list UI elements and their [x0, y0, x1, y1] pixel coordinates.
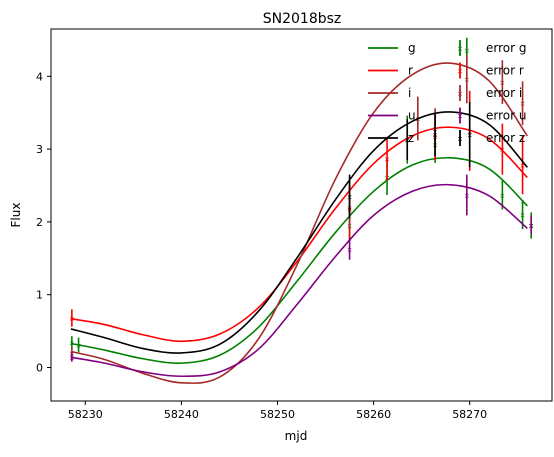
y-axis-label: Flux — [9, 203, 23, 228]
legend-error-label-z: error z — [486, 131, 525, 145]
data-point-u: × — [347, 246, 353, 254]
data-point-g: × — [499, 192, 505, 200]
data-point-u: × — [69, 354, 75, 362]
x-axis-label: mjd — [285, 429, 308, 443]
data-point-r: × — [384, 156, 390, 164]
legend-marker-i: × — [457, 90, 463, 98]
data-point-z: × — [432, 132, 438, 140]
legend-error-label-u: error u — [486, 109, 526, 123]
chart-title: SN2018bsz — [263, 11, 342, 27]
plot-frame — [50, 28, 553, 402]
data-point-i: × — [499, 79, 505, 87]
data-point-r: × — [499, 146, 505, 154]
legend-error-label-r: error r — [486, 64, 524, 78]
series-line-r — [70, 126, 528, 343]
legend-marker-g: × — [457, 45, 463, 53]
legend-label-r: r — [408, 64, 413, 78]
x-tick-label: 58230 — [68, 408, 103, 421]
data-point-r: × — [69, 315, 75, 323]
data-point-g: × — [464, 47, 470, 55]
data-point-z: × — [404, 137, 410, 145]
legend: g × error gr × error ri × error iu × error uz × er… — [368, 40, 526, 146]
legend-label-i: i — [408, 86, 411, 100]
data-point-g: × — [69, 340, 75, 348]
legend-error-label-g: error g — [486, 41, 526, 55]
data-point-i: × — [464, 76, 470, 84]
legend-label-g: g — [408, 41, 416, 55]
series-z: ××× × — [70, 101, 528, 354]
data-point-r: × — [520, 162, 526, 170]
series-line-z — [70, 111, 528, 354]
y-tick-label: 4 — [36, 70, 43, 83]
data-point-u: × — [528, 222, 534, 230]
legend-marker-r: × — [457, 68, 463, 76]
series-line-g — [70, 156, 528, 365]
series-line-i — [70, 62, 529, 384]
data-point-u: × — [464, 192, 470, 200]
series-u: ×××× — [69, 174, 534, 378]
x-tick-label: 58240 — [164, 408, 199, 421]
y-tick-label: 3 — [36, 143, 43, 156]
x-tick-label: 58270 — [452, 408, 487, 421]
data-point-g: × — [520, 212, 526, 220]
y-tick-label: 0 — [36, 362, 43, 375]
legend-marker-z: × — [457, 135, 463, 143]
data-point-i: × — [520, 100, 526, 108]
data-point-z: × — [467, 132, 473, 140]
data-point-z: × — [347, 193, 353, 201]
y-tick-label: 2 — [36, 216, 43, 229]
y-tick-label: 1 — [36, 289, 43, 302]
legend-error-label-i: error i — [486, 86, 522, 100]
legend-label-u: u — [408, 109, 416, 123]
series-line-u — [70, 183, 528, 378]
x-tick-label: 58260 — [356, 408, 391, 421]
x-tick-label: 58250 — [260, 408, 295, 421]
legend-label-z: z — [408, 131, 414, 145]
series-g: ×××××××××× — [69, 37, 534, 365]
legend-marker-u: × — [457, 113, 463, 121]
y-axis: 0 1 2 3 4 — [36, 70, 51, 375]
x-axis: 58230 58240 58250 58260 58270 — [68, 401, 487, 421]
data-point-g: × — [76, 342, 82, 350]
